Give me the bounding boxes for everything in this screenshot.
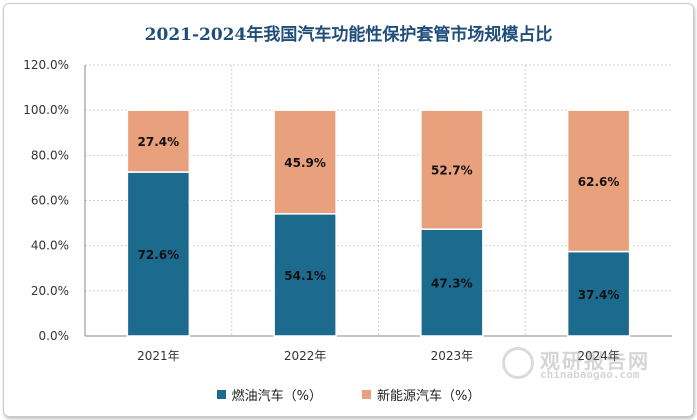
watermark-logo: 观研报告网 chinabaogao.com [502,345,662,385]
watermark-brand: 观研报告网 [540,349,650,373]
watermark-icon [502,347,534,379]
bar-segment [273,109,337,215]
legend-item-nev: 新能源汽车（%） [362,385,480,404]
bar-segment [566,109,631,253]
legend-swatch-nev [362,390,371,399]
watermark-url: chinabaogao.com [540,368,640,381]
x-tick-label: 2022年 [284,349,327,363]
data-label: 72.6% [138,248,180,262]
legend-label-fuel: 燃油汽车（%） [231,389,322,404]
chart-title: 2021-2024年我国汽车功能性保护套管市场规模占比 [144,25,553,45]
legend-label-nev: 新能源汽车（%） [377,389,481,404]
y-tick-label: 120.0% [23,58,69,72]
data-label: 37.4% [578,288,620,302]
y-tick-label: 0.0% [39,329,70,343]
data-label: 47.3% [431,277,473,291]
x-tick-label: 2023年 [431,349,474,363]
chart-legend: 燃油汽车（%） 新能源汽车（%） [0,385,697,404]
y-tick-label: 40.0% [31,239,69,253]
y-tick-label: 100.0% [23,103,69,117]
legend-item-fuel: 燃油汽车（%） [216,385,322,404]
x-tick-label: 2024年 [577,349,620,363]
data-label: 62.6% [578,175,620,189]
bar-segment [420,109,484,230]
y-tick-label: 60.0% [31,194,69,208]
bar-segment [126,109,191,173]
y-tick-label: 80.0% [31,148,69,162]
data-label: 52.7% [431,164,473,178]
legend-swatch-fuel [216,390,226,399]
bar-segment [420,228,484,337]
data-label: 45.9% [284,156,326,170]
x-tick-label: 2021年 [137,349,180,363]
y-tick-label: 20.0% [31,284,69,298]
bar-segment [126,171,191,337]
data-label: 54.1% [284,269,326,283]
data-label: 27.4% [138,135,180,149]
